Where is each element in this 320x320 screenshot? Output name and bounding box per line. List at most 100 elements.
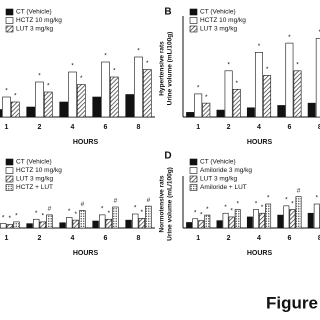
significance-mark: * — [35, 210, 38, 217]
significance-mark: * — [227, 62, 230, 69]
bar — [259, 212, 265, 229]
legend-swatch — [5, 17, 14, 24]
bar — [134, 56, 143, 118]
x-tick-label: 6 — [287, 235, 291, 242]
significance-mark: # — [48, 206, 52, 213]
bar — [283, 205, 290, 229]
legend-swatch — [5, 158, 14, 166]
bar — [285, 42, 294, 118]
significance-mark: * — [224, 204, 227, 211]
bar — [105, 218, 113, 229]
bar — [246, 107, 255, 118]
x-axis-label: HOURS — [73, 250, 99, 257]
x-tick-label: 1 — [196, 235, 200, 242]
bar — [11, 101, 20, 118]
bar — [112, 206, 119, 229]
significance-mark: * — [266, 66, 269, 73]
bar — [289, 209, 296, 229]
x-tick-label: 1 — [5, 124, 9, 131]
bar — [307, 102, 316, 118]
significance-mark: * — [14, 93, 17, 100]
y-axis-label: Normotensive rats — [159, 175, 166, 232]
bar — [132, 213, 139, 229]
bar — [234, 209, 241, 229]
bar — [46, 214, 53, 229]
bar — [79, 210, 86, 229]
bar — [77, 84, 86, 118]
significance-mark: * — [258, 43, 261, 50]
x-tick-label: 4 — [257, 124, 261, 131]
bar — [216, 109, 225, 118]
bar — [59, 222, 66, 229]
bar — [110, 76, 119, 118]
x-tick-label: 1 — [196, 124, 200, 131]
panel-label: D — [164, 151, 171, 162]
bar — [6, 224, 14, 229]
significance-mark: * — [134, 205, 137, 212]
y-axis-label: Hypertensive rats — [159, 41, 166, 96]
x-tick-label: 4 — [257, 235, 261, 242]
bar — [313, 203, 320, 229]
bar — [277, 105, 286, 118]
legend-swatch — [5, 8, 14, 16]
bar — [138, 218, 145, 229]
significance-mark: * — [15, 213, 18, 220]
bar — [255, 52, 263, 118]
bar — [39, 221, 47, 229]
bar — [92, 96, 101, 118]
bar — [66, 217, 73, 229]
bar — [143, 69, 152, 118]
bar — [186, 112, 195, 118]
legend-swatch — [5, 184, 14, 191]
legend-label: HCTZ 10 mg/kg — [200, 17, 246, 24]
significance-mark: # — [297, 187, 301, 194]
bar — [263, 75, 272, 118]
bar — [253, 209, 259, 229]
bar — [232, 88, 241, 118]
x-tick-label: 4 — [71, 235, 75, 242]
significance-mark: * — [38, 73, 41, 80]
significance-mark: * — [9, 215, 12, 222]
legend-label: Amiloride 3 mg/kg — [200, 167, 252, 174]
significance-mark: * — [319, 29, 320, 36]
bar — [186, 222, 193, 229]
bar — [295, 196, 302, 229]
significance-mark: * — [200, 211, 203, 218]
x-tick-label: 8 — [137, 235, 141, 242]
x-tick-label: 6 — [104, 235, 108, 242]
bar — [68, 71, 77, 118]
significance-mark: * — [2, 214, 5, 221]
x-tick-label: 8 — [137, 124, 141, 131]
panel-label: B — [164, 7, 171, 18]
significance-mark: * — [47, 83, 50, 90]
bar — [99, 214, 106, 229]
legend-label: CT (Vehicle) — [200, 159, 236, 166]
significance-mark: * — [206, 206, 209, 213]
significance-mark: * — [235, 80, 238, 87]
significance-mark: * — [230, 208, 233, 215]
legend-swatch — [189, 17, 198, 24]
legend-label: CT (Vehicle) — [200, 9, 236, 16]
bar — [2, 96, 11, 118]
x-tick-label: 2 — [227, 124, 231, 131]
significance-mark: # — [81, 201, 85, 208]
legend-swatch — [5, 175, 14, 183]
significance-mark: * — [197, 85, 200, 92]
significance-mark: * — [101, 206, 104, 213]
significance-mark: * — [261, 204, 264, 211]
legend-swatch — [189, 25, 198, 33]
significance-mark: * — [75, 211, 78, 218]
significance-mark: * — [146, 60, 149, 67]
bar — [228, 216, 235, 229]
significance-mark: # — [147, 197, 151, 204]
x-tick-label: 6 — [104, 124, 108, 131]
significance-mark: * — [291, 200, 294, 207]
significance-mark: * — [296, 62, 299, 69]
bar — [72, 219, 80, 229]
legend-swatch — [5, 25, 14, 33]
x-tick-label: 2 — [38, 124, 42, 131]
y-axis-label: Urine volume (mL/100g) — [167, 32, 174, 106]
significance-mark: * — [236, 200, 239, 207]
significance-mark: * — [194, 209, 197, 216]
